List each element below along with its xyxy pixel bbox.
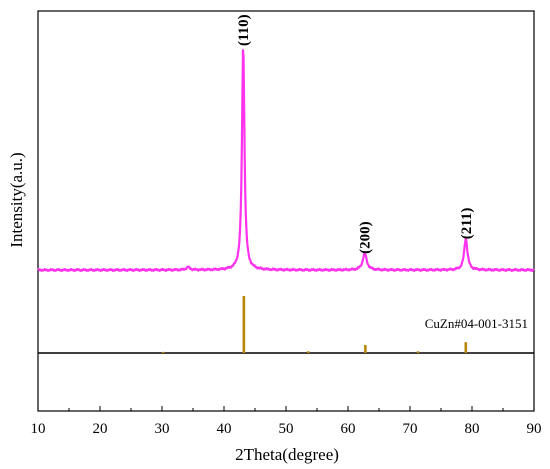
x-tick-label: 90 [527, 421, 542, 437]
x-tick-label: 60 [341, 421, 356, 437]
x-axis-tick-labels: 10 20 30 40 50 60 70 80 90 [31, 421, 542, 437]
x-tick-label: 50 [279, 421, 294, 437]
x-axis-label: 2Theta(degree) [235, 445, 339, 464]
x-tick-label: 20 [93, 421, 108, 437]
x-axis-ticks [37, 406, 535, 411]
x-tick-label: 80 [465, 421, 480, 437]
x-tick-label: 40 [217, 421, 232, 437]
x-tick-label: 30 [155, 421, 170, 437]
x-tick-label: 10 [31, 421, 46, 437]
reference-label: CuZn#04-001-3151 [425, 316, 528, 331]
x-tick-label: 70 [403, 421, 418, 437]
peak-label: (200) [358, 221, 374, 254]
peak-label: (110) [236, 14, 252, 46]
xrd-pattern-line [37, 49, 535, 273]
y-axis-label: Intensity(a.u.) [7, 152, 26, 247]
peak-label: (211) [459, 208, 475, 240]
reference-sticks [161, 296, 468, 353]
peak-labels: (110) (200) (211) [236, 14, 475, 254]
